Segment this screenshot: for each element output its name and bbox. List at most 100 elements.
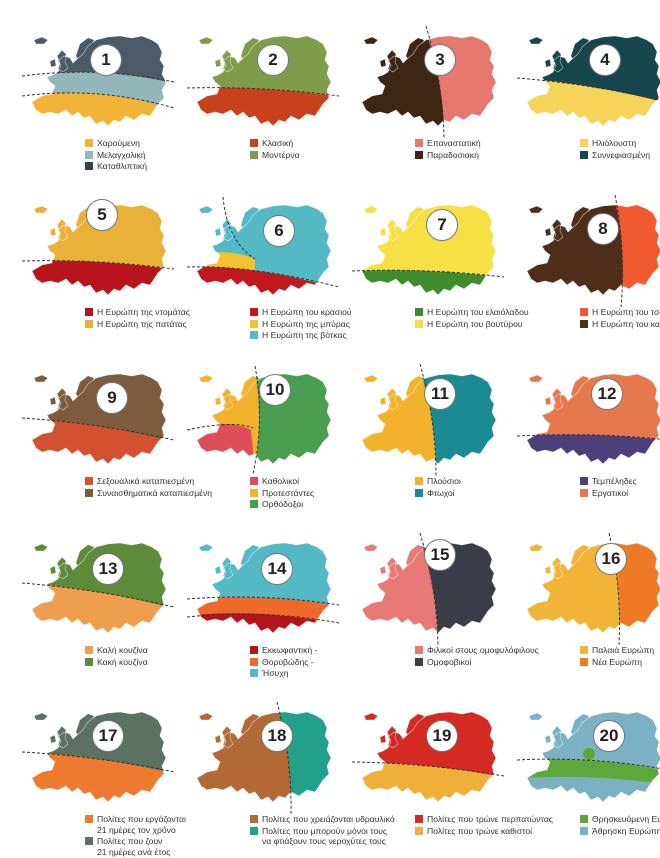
legend-swatch — [580, 646, 588, 654]
europe-map — [516, 373, 660, 465]
europe-map — [186, 542, 340, 634]
map-regions — [527, 374, 660, 464]
map-number-badge: 18 — [261, 720, 293, 752]
legend-item: Παραδοσιακή — [415, 150, 575, 161]
map-legend: Επαναστατική Παραδοσιακή — [415, 138, 575, 161]
europe-map — [351, 711, 505, 803]
legend-swatch — [250, 308, 258, 316]
legend-label: Ηλιόλουστη — [592, 138, 637, 148]
map-panel-12: 12 Τεμπέληδες Εργατικοί — [495, 338, 660, 507]
coastline — [526, 204, 660, 296]
map-number-badge: 3 — [424, 44, 456, 76]
map-panel-10: 10 Καθολικοί Προτεστάντες Ορθόδοξοι — [165, 338, 332, 509]
map-legend: Κλασική Μοντέρνα — [250, 138, 410, 161]
map-panel-18: 18 Πολίτες που χρειάζονται υδραυλικό Πολ… — [165, 676, 395, 846]
legend-label: Νέα Ευρώπη — [592, 656, 643, 667]
legend-label: Κακή κουζίνα — [97, 656, 148, 667]
legend-swatch — [580, 319, 588, 328]
coastline — [361, 711, 497, 803]
europe-map — [196, 701, 332, 815]
legend-label: Τεμπέληδες — [592, 476, 637, 486]
map-legend: Χαρούμενη Μελαγχολική Καταθλιπτική — [85, 138, 245, 173]
legend-swatch — [415, 308, 423, 316]
europe-map — [526, 194, 660, 308]
cut-line — [419, 363, 437, 477]
region-fill — [583, 748, 595, 760]
map-number-badge: 14 — [261, 553, 293, 585]
map-number-badge: 17 — [92, 720, 124, 752]
legend-item: Εκκωφαντική - — [250, 645, 410, 656]
legend-item: Η Ευρώπη του τσαγιού — [580, 307, 660, 318]
cut-line — [516, 434, 660, 440]
legend-item: Νέα Ευρώπη — [580, 657, 660, 668]
map-legend: Πολίτες που χρειάζονται υδραυλικό Πολίτε… — [250, 814, 410, 848]
legend-label: Η Ευρώπη της ντομάτας — [97, 307, 190, 317]
legend-swatch — [580, 826, 588, 835]
legend-item: Μοντέρνα — [250, 150, 410, 161]
map-legend: Φιλικοί στους ομοφυλόφιλους Ομοφοβικοί — [415, 645, 575, 668]
map-panel-1: 1 Χαρούμενη Μελαγχολική Καταθλιπτική — [0, 0, 175, 171]
coastline — [31, 542, 167, 634]
legend-item: Σεξουαλικά καταπιεσμένη — [85, 476, 245, 487]
legend-item: Η Ευρώπη της ντομάτας — [85, 307, 245, 318]
legend-swatch — [580, 477, 588, 485]
legend-label: Η Ευρώπη του καφέ — [592, 318, 660, 329]
map-panel-6: 6 Η Ευρώπη του κρασιού Η Ευρώπη της μπύρ… — [165, 169, 352, 340]
map-panel-16: 16 Παλαιά Ευρώπη Νέα Ευρώπη — [495, 507, 660, 676]
europe-map — [21, 204, 175, 296]
cut-line — [419, 532, 439, 646]
legend-swatch — [85, 477, 93, 485]
cut-line — [425, 25, 445, 139]
europe-map — [21, 373, 175, 465]
map-legend: Πλούσιοι Φτωχοί — [415, 476, 575, 499]
coastline — [31, 204, 167, 296]
map-number-badge: 5 — [86, 199, 118, 231]
legend-item: Τεμπέληδες — [580, 476, 660, 487]
map-legend: Η Ευρώπη της ντομάτας Η Ευρώπη της πατάτ… — [85, 307, 245, 330]
region-fill — [197, 423, 255, 464]
cut-line — [614, 194, 624, 308]
legend-swatch — [85, 308, 93, 316]
legend-item: Συναισθηματικά καταπιεσμένη — [85, 488, 245, 499]
europe-map — [526, 532, 660, 646]
legend-swatch — [415, 657, 423, 666]
legend-swatch — [415, 646, 423, 654]
map-panel-3: 3 Επαναστατική Παραδοσιακή — [330, 0, 497, 169]
legend-label: Πολίτες που ζουν 21 ημέρες ανά έτος — [97, 836, 171, 857]
coastline — [526, 35, 660, 127]
map-number-badge: 6 — [263, 215, 295, 247]
map-regions — [527, 543, 660, 633]
legend-label: Εκκωφαντική - — [262, 645, 318, 655]
map-legend: Παλαιά Ευρώπη Νέα Ευρώπη — [580, 645, 660, 668]
legend-label: Η Ευρώπη της μπύρας — [262, 318, 350, 329]
legend-label: Συννεφιασμένη — [592, 149, 651, 160]
legend-item: Η Ευρώπη του βουτύρου — [415, 319, 575, 330]
legend-label: Η Ευρώπη του τσαγιού — [592, 307, 660, 317]
legend-label: Φτωχοί — [427, 487, 455, 498]
map-number-badge: 7 — [426, 209, 458, 241]
legend-item: Εργατικοί — [580, 488, 660, 499]
legend-item: Προτεστάντες — [250, 488, 410, 499]
legend-label: Η Ευρώπη του ελαιόλαδου — [427, 307, 529, 317]
coastline — [31, 35, 167, 127]
coastline — [196, 711, 332, 803]
legend-swatch — [85, 815, 93, 823]
coastline — [361, 35, 497, 127]
legend-label: Ομοφοβικοί — [427, 656, 472, 667]
legend-swatch — [415, 319, 423, 328]
map-panel-15: 15 Φιλικοί στους ομοφυλόφιλους Ομοφοβικο… — [330, 507, 539, 676]
cut-line — [21, 260, 175, 270]
legend-swatch — [85, 319, 93, 328]
legend-swatch — [85, 139, 93, 147]
legend-label: Φιλικοί στους ομοφυλόφιλους — [427, 645, 539, 655]
legend-item: Καταθλιπτική — [85, 161, 245, 172]
map-legend: Καθολικοί Προτεστάντες Ορθόδοξοι — [250, 476, 410, 511]
legend-swatch — [415, 815, 423, 823]
legend-item: Πολίτες που μπορούν μόνοι τους να φτιάξο… — [250, 826, 410, 847]
map-legend: Τεμπέληδες Εργατικοί — [580, 476, 660, 499]
legend-swatch — [85, 657, 93, 666]
legend-swatch — [85, 488, 93, 497]
map-number-badge: 8 — [587, 213, 619, 245]
coastline — [31, 373, 167, 465]
